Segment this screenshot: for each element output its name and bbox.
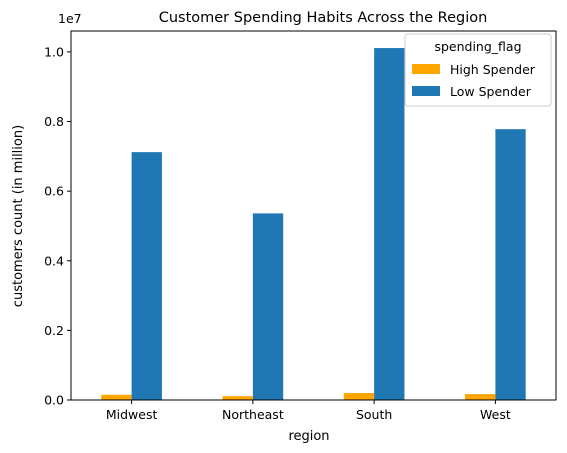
bar-high-spender xyxy=(101,394,132,400)
y-tick-label: 0.2 xyxy=(44,323,64,338)
y-tick-label: 0.0 xyxy=(44,393,64,408)
y-axis-ticks: 0.0 0.2 0.4 0.6 0.8 1.0 xyxy=(44,44,71,408)
legend: spending_flag High Spender Low Spender xyxy=(404,33,552,107)
x-axis-ticks: Midwest Northeast South West xyxy=(106,400,511,422)
bar-low-spender xyxy=(252,213,284,400)
y-offset-text: 1e7 xyxy=(58,11,82,26)
y-tick-label: 0.4 xyxy=(44,253,64,268)
legend-box xyxy=(404,33,552,107)
chart-title: Customer Spending Habits Across the Regi… xyxy=(159,10,488,26)
x-axis-label: region xyxy=(288,429,329,444)
x-tick-label: Northeast xyxy=(222,407,284,422)
bar-high-spender xyxy=(465,394,496,400)
x-tick-label: Midwest xyxy=(106,407,158,422)
bar-low-spender xyxy=(374,48,405,400)
bar-high-spender xyxy=(343,393,375,400)
bars xyxy=(101,48,526,401)
legend-title: spending_flag xyxy=(434,39,521,54)
y-tick-label: 1.0 xyxy=(44,44,64,59)
legend-label-low-spender: Low Spender xyxy=(450,84,532,99)
x-tick-label: West xyxy=(480,407,511,422)
plot-frame xyxy=(70,30,557,401)
bar-low-spender xyxy=(495,129,526,401)
bar-low-spender xyxy=(131,152,162,400)
y-tick-label: 0.8 xyxy=(44,114,64,129)
y-tick-label: 0.6 xyxy=(44,184,64,199)
x-tick-label: South xyxy=(356,407,392,422)
legend-swatch-high-spender xyxy=(412,64,440,74)
legend-swatch-low-spender xyxy=(412,86,440,96)
bar-high-spender xyxy=(222,396,253,400)
y-axis-label: customers count (in million) xyxy=(11,125,26,307)
legend-label-high-spender: High Spender xyxy=(450,62,536,77)
